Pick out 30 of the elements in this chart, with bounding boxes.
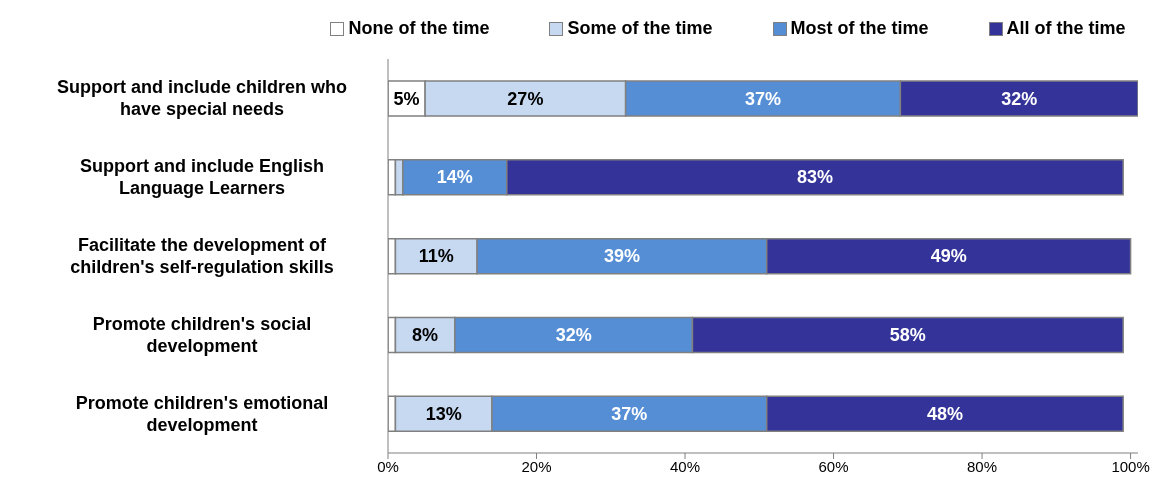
data-label: 39% [603,246,640,267]
y-tick-label: Support and include English Language Learners [79,156,325,199]
x-tick-label: 40% [670,457,701,475]
data-label: 32% [555,324,592,345]
y-tick-label: Facilitate the development of children's self-regulation skills [70,235,334,277]
y-tick-label: Support and include children who have special needs [56,77,348,120]
x-tick-label: 60% [818,457,849,475]
data-label: 5% [393,88,420,109]
legend-label: Some of the time [567,18,713,39]
legend-label: None of the time [348,18,490,39]
data-label: 48% [926,403,963,424]
y-tick-label: Promote children's social development [92,313,312,356]
data-label: 49% [930,246,967,267]
x-tick-label: 0% [377,457,399,475]
data-label: 58% [889,324,926,345]
x-tick-label: 80% [967,457,998,475]
data-label: 37% [611,403,648,424]
data-label: 27% [507,88,544,109]
data-label: 83% [796,167,833,188]
legend-label: All of the time [1006,18,1126,39]
data-label: 8% [412,324,439,345]
legend-label: Most of the time [790,18,929,39]
data-label: 13% [425,403,462,424]
x-tick-label: 100% [1111,457,1150,475]
data-label: 11% [418,246,454,267]
data-label: 32% [1001,88,1038,109]
x-tick-label: 20% [521,457,552,475]
data-label: 14% [436,167,473,188]
data-label: 37% [744,88,782,109]
y-tick-label: Promote children's emotional development [75,392,329,435]
